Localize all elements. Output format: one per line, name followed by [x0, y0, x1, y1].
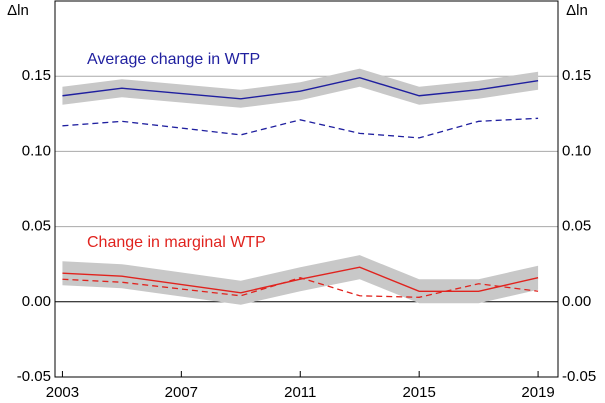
x-tick-label: 2007	[165, 384, 198, 401]
x-tick-label: 2003	[46, 384, 79, 401]
y2-tick-label: -0.05	[562, 368, 596, 385]
y-tick-label: 0.05	[22, 218, 51, 235]
confidence-band	[62, 255, 539, 305]
y-tick-label: 0.15	[22, 67, 51, 84]
series-label: Change in marginal WTP	[87, 234, 266, 251]
dashed-line	[62, 117, 539, 139]
x-tick-label: 2015	[402, 384, 435, 401]
y-tick-label: 0.00	[22, 293, 51, 310]
x-tick-label: 2019	[521, 384, 554, 401]
y-tick-label: -0.05	[17, 368, 51, 385]
x-tick-label: 2011	[284, 384, 316, 401]
y2-tick-label: 0.10	[562, 142, 591, 159]
confidence-band	[62, 68, 539, 108]
y2-axis-label: Δln	[566, 2, 588, 19]
plot-frame	[54, 0, 559, 378]
y-axis-label: Δln	[7, 2, 29, 19]
dashed-line	[62, 277, 539, 298]
series-label: Average change in WTP	[87, 51, 260, 68]
y2-tick-label: 0.15	[562, 67, 591, 84]
line	[62, 266, 539, 294]
line	[62, 76, 539, 100]
y-tick-label: 0.10	[22, 142, 51, 159]
y2-tick-label: 0.05	[562, 218, 591, 235]
y2-tick-label: 0.00	[562, 293, 591, 310]
